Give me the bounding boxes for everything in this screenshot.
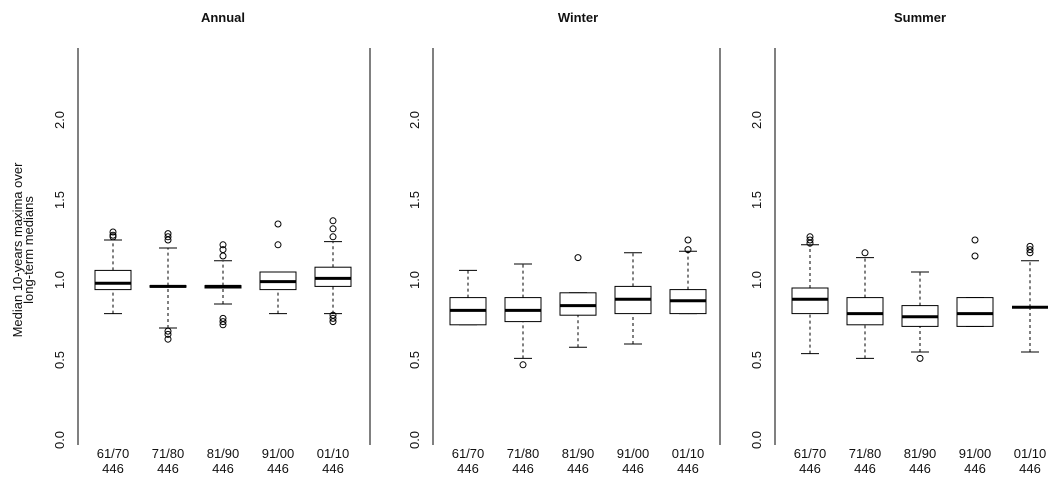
count-label: 446	[964, 461, 986, 476]
outlier	[971, 252, 979, 260]
count-label: 446	[622, 461, 644, 476]
y-tick-label: 1.5	[407, 191, 422, 209]
panel-title: Summer	[894, 10, 946, 25]
count-label: 446	[457, 461, 479, 476]
count-label: 446	[567, 461, 589, 476]
count-label: 446	[512, 461, 534, 476]
x-tick-label: 71/80	[152, 446, 185, 461]
x-tick-label: 71/80	[507, 446, 540, 461]
outlier	[519, 361, 527, 369]
y-tick-label: 2.0	[52, 111, 67, 129]
outlier	[971, 236, 979, 244]
outlier	[219, 252, 227, 260]
x-tick-label: 61/70	[794, 446, 827, 461]
outlier	[109, 228, 117, 236]
count-label: 446	[212, 461, 234, 476]
count-label: 446	[854, 461, 876, 476]
outlier	[219, 314, 227, 322]
y-tick-label: 0.0	[52, 431, 67, 449]
y-axis-label: Median 10-years maxima over	[10, 162, 25, 338]
outlier	[219, 246, 227, 254]
y-axis-label: long-term medians	[21, 196, 36, 304]
y-tick-label: 2.0	[749, 111, 764, 129]
x-tick-label: 01/10	[317, 446, 350, 461]
y-tick-label: 0.5	[407, 351, 422, 369]
y-tick-label: 1.0	[749, 271, 764, 289]
outlier	[164, 335, 172, 343]
outlier	[164, 327, 172, 335]
y-tick-label: 1.5	[52, 191, 67, 209]
outlier	[274, 241, 282, 249]
outlier	[219, 318, 227, 326]
box	[956, 297, 994, 327]
outlier	[329, 225, 337, 233]
y-tick-label: 1.0	[407, 271, 422, 289]
outlier	[164, 330, 172, 338]
count-label: 446	[157, 461, 179, 476]
count-label: 446	[102, 461, 124, 476]
outlier	[1026, 242, 1034, 250]
outlier	[574, 254, 582, 262]
count-label: 446	[1019, 461, 1041, 476]
outlier	[329, 233, 337, 241]
y-tick-label: 1.0	[52, 271, 67, 289]
y-tick-label: 2.0	[407, 111, 422, 129]
outlier	[164, 230, 172, 238]
x-tick-label: 61/70	[452, 446, 485, 461]
outlier	[219, 241, 227, 249]
outlier	[684, 246, 692, 254]
outlier	[861, 249, 869, 257]
panel-title: Winter	[558, 10, 598, 25]
count-label: 446	[909, 461, 931, 476]
x-tick-label: 81/90	[562, 446, 595, 461]
x-tick-label: 91/00	[262, 446, 295, 461]
outlier	[329, 311, 337, 319]
x-tick-label: 91/00	[617, 446, 650, 461]
outlier	[806, 233, 814, 241]
x-tick-label: 01/10	[1014, 446, 1047, 461]
panel-title: Annual	[201, 10, 245, 25]
y-tick-label: 0.0	[749, 431, 764, 449]
x-tick-label: 71/80	[849, 446, 882, 461]
outlier	[684, 236, 692, 244]
outlier	[164, 233, 172, 241]
y-tick-label: 0.0	[407, 431, 422, 449]
x-tick-label: 81/90	[207, 446, 240, 461]
box	[791, 287, 829, 315]
x-tick-label: 01/10	[672, 446, 705, 461]
outlier	[329, 217, 337, 225]
x-tick-label: 91/00	[959, 446, 992, 461]
box	[846, 297, 884, 326]
box	[559, 292, 597, 316]
outlier	[806, 236, 814, 244]
outlier	[274, 220, 282, 228]
y-tick-label: 1.5	[749, 191, 764, 209]
outlier	[109, 231, 117, 239]
box	[94, 269, 132, 291]
y-tick-label: 0.5	[749, 351, 764, 369]
count-label: 446	[267, 461, 289, 476]
x-tick-label: 81/90	[904, 446, 937, 461]
count-label: 446	[322, 461, 344, 476]
x-tick-label: 61/70	[97, 446, 130, 461]
outlier	[916, 354, 924, 362]
outlier	[1026, 246, 1034, 254]
count-label: 446	[677, 461, 699, 476]
box	[314, 266, 352, 287]
y-tick-label: 0.5	[52, 351, 67, 369]
count-label: 446	[799, 461, 821, 476]
outlier	[329, 314, 337, 322]
